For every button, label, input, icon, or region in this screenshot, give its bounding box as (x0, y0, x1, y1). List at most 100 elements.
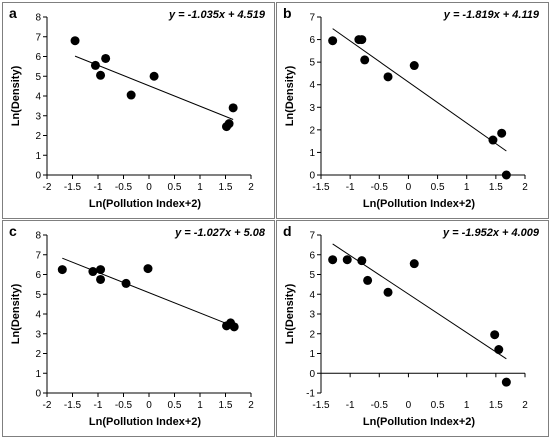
data-point (88, 267, 98, 277)
x-tick-label: 0.5 (431, 182, 445, 193)
data-point (357, 256, 367, 266)
regression-equation: y = -1.027x + 5.08 (174, 227, 266, 239)
x-tick-label: -1 (346, 400, 355, 411)
data-point (497, 128, 507, 138)
y-tick-label: 7 (35, 250, 41, 261)
x-tick-label: 1 (464, 182, 470, 193)
x-axis-title: Ln(Pollution Index+2) (89, 198, 201, 210)
y-tick-label: 5 (35, 290, 41, 301)
scatter-chart-c: 0 1 2 3 4 5 6 7 8 -2 -1.5 -1 -0.5 0 0.5 1 1.5 2 c y = -1.02… (9, 223, 266, 428)
y-tick-label: 6 (35, 270, 41, 281)
data-point (501, 170, 511, 180)
data-point (228, 103, 238, 113)
x-tick-label: 0 (146, 400, 152, 411)
y-tick-label: 2 (35, 349, 41, 360)
x-tick-label: 0.5 (168, 182, 182, 193)
y-tick-label: 4 (35, 310, 41, 321)
y-tick-label: 2 (35, 131, 41, 142)
data-point (409, 259, 419, 269)
x-tick-label: 1 (464, 400, 470, 411)
panel-a: 0 1 2 3 4 5 6 7 8 -2 -1.5 -1 -0.5 0 0.5 1 1.5 2 a y = -1.03… (2, 2, 275, 219)
y-tick-label: 3 (35, 111, 41, 122)
data-point (229, 322, 239, 332)
data-point (126, 90, 136, 100)
y-tick-label: 1 (309, 349, 315, 360)
x-tick-label: 1 (197, 400, 203, 411)
data-point (96, 70, 106, 80)
x-tick-label: -1 (94, 182, 103, 193)
y-tick-label: 1 (35, 151, 41, 162)
y-tick-label: 6 (309, 250, 315, 261)
data-point (70, 36, 80, 46)
data-point (360, 55, 370, 65)
data-point (357, 35, 367, 45)
y-tick-label: 3 (35, 329, 41, 340)
x-tick-label: 2 (522, 182, 528, 193)
data-point (57, 265, 67, 275)
y-tick-label: 4 (309, 80, 315, 91)
panel-c: 0 1 2 3 4 5 6 7 8 -2 -1.5 -1 -0.5 0 0.5 1 1.5 2 c y = -1.02… (2, 220, 275, 437)
y-tick-label: 0 (35, 389, 41, 400)
x-tick-label: 1 (197, 182, 203, 193)
x-tick-label: 1.5 (219, 400, 233, 411)
x-axis-title: Ln(Pollution Index+2) (89, 416, 201, 428)
x-tick-label: -1.5 (64, 400, 82, 411)
x-tick-label: -2 (43, 400, 52, 411)
data-point (224, 119, 234, 129)
regression-equation: y = -1.819x + 4.119 (443, 9, 540, 21)
x-tick-label: 0.5 (431, 400, 445, 411)
panel-label: d (283, 223, 292, 239)
x-tick-label: 1.5 (489, 400, 503, 411)
data-point (488, 135, 498, 145)
y-tick-label: 5 (309, 270, 315, 281)
y-tick-label: 1 (309, 148, 315, 159)
y-axis-title: Ln(Density) (284, 283, 296, 344)
data-point (101, 53, 111, 63)
y-axis-title: Ln(Density) (10, 283, 22, 344)
x-tick-label: 0 (146, 182, 152, 193)
data-point (494, 345, 504, 355)
x-tick-label: -1.5 (312, 400, 330, 411)
x-tick-label: 2 (248, 182, 254, 193)
data-point (383, 287, 393, 297)
data-point (90, 60, 100, 70)
x-tick-label: -1.5 (312, 182, 330, 193)
y-tick-label: 1 (35, 369, 41, 380)
data-point (328, 255, 338, 265)
data-point (328, 36, 338, 46)
y-tick-label: 2 (309, 329, 315, 340)
data-point (149, 71, 159, 81)
y-tick-label: 6 (309, 35, 315, 46)
y-tick-label: 4 (309, 290, 315, 301)
y-axis-title: Ln(Density) (284, 65, 296, 126)
data-point (501, 377, 511, 387)
x-tick-label: -2 (43, 182, 52, 193)
y-tick-label: 7 (309, 13, 315, 24)
data-point (96, 274, 106, 284)
x-tick-label: -1 (94, 400, 103, 411)
y-axis-title: Ln(Density) (10, 65, 22, 126)
panel-b: 0 1 2 3 4 5 6 7 -1.5 -1 -0.5 0 0.5 1 1.5 2 b y = -1.819x … (276, 2, 549, 219)
regression-equation: y = -1.035x + 4.519 (168, 9, 266, 21)
panel-label: b (283, 5, 292, 21)
y-tick-label: 8 (35, 231, 41, 242)
x-tick-label: -0.5 (371, 182, 389, 193)
data-point (96, 265, 106, 275)
scatter-chart-b: 0 1 2 3 4 5 6 7 -1.5 -1 -0.5 0 0.5 1 1.5 2 b y = -1.819x … (283, 5, 540, 210)
panel-d: -1 0 1 2 3 4 5 6 7 -1.5 -1 -0.5 0 0.5 1 1.5 2 d y = -1.952… (276, 220, 549, 437)
x-tick-label: 0 (406, 182, 412, 193)
x-axis-title: Ln(Pollution Index+2) (363, 416, 475, 428)
y-tick-label: 8 (35, 13, 41, 24)
y-tick-label: 5 (309, 58, 315, 69)
y-tick-label: 5 (35, 72, 41, 83)
y-tick-label: 3 (309, 103, 315, 114)
y-tick-label: 0 (309, 369, 315, 380)
x-axis-title: Ln(Pollution Index+2) (363, 198, 475, 210)
panel-label: a (9, 5, 17, 21)
x-tick-label: -0.5 (371, 400, 389, 411)
data-point (409, 61, 419, 71)
regression-line (74, 55, 234, 120)
x-tick-label: 2 (522, 400, 528, 411)
panel-label: c (9, 223, 17, 239)
y-tick-label: -1 (306, 389, 315, 400)
